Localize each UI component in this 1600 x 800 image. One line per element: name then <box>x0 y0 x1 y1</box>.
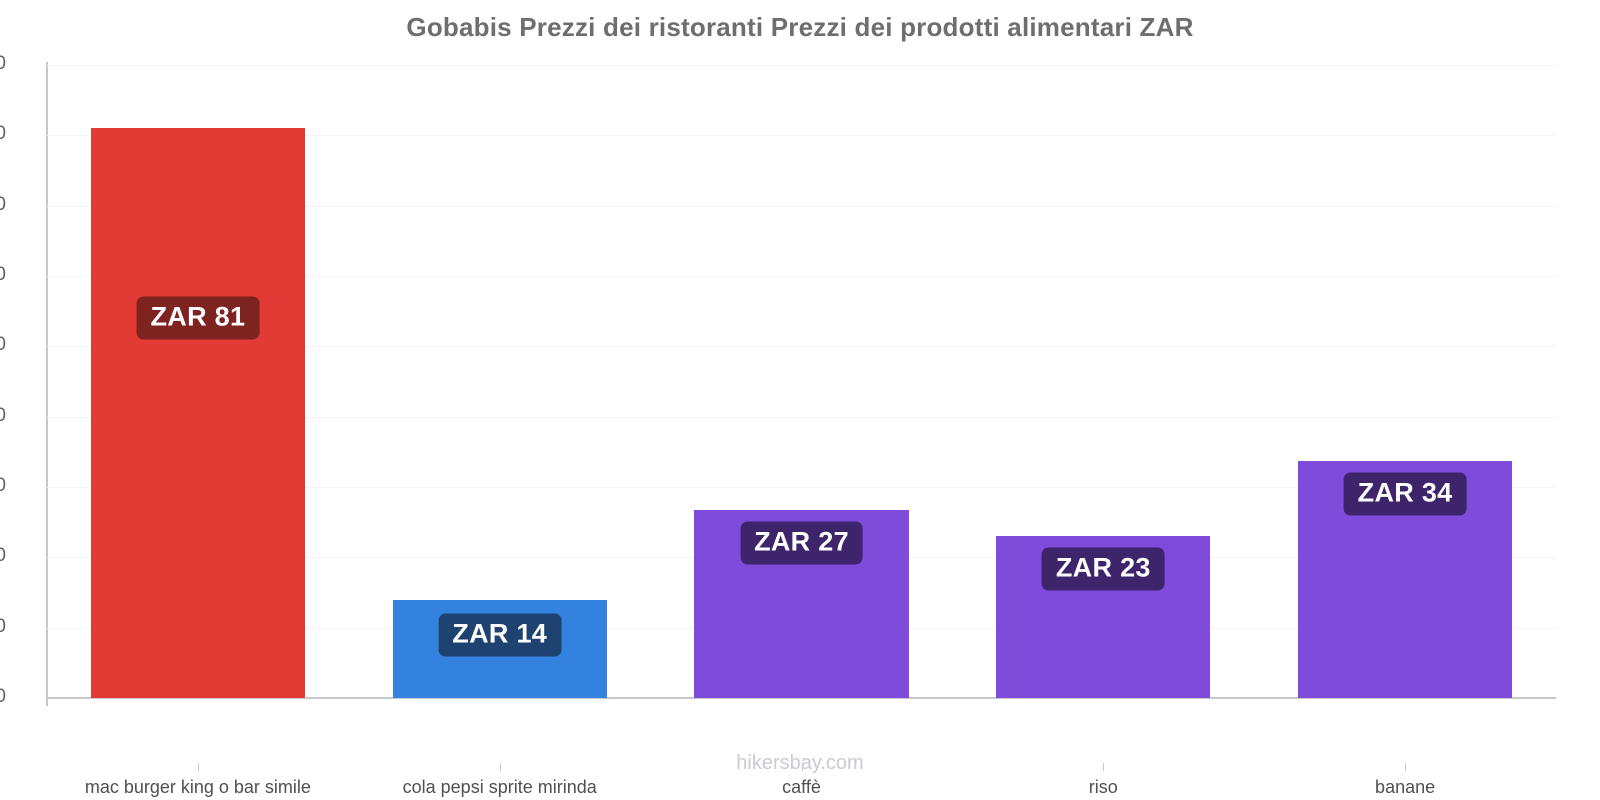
gridline-30 <box>47 487 1556 488</box>
page-title: Gobabis Prezzi dei ristoranti Prezzi dei… <box>406 12 1194 42</box>
gridline-70 <box>47 205 1556 207</box>
x-axis-tick-mark <box>197 763 199 771</box>
x-axis-tick-mark <box>1103 763 1105 771</box>
y-axis-tick-value: 50 <box>0 334 6 356</box>
y-axis-tick-value: 40 <box>0 404 6 426</box>
x-axis-category-label: cola pepsi sprite mirinda <box>402 777 597 797</box>
x-axis-category-label: banane <box>1375 777 1436 797</box>
x-axis-tick-mark <box>801 763 803 771</box>
x-axis-tick-mark <box>1405 763 1407 771</box>
plot-area: 0 10 20 30 40 50 60 70 80 90 ZAR 81 mac burger king… <box>0 53 1556 797</box>
bar-value-label: ZAR 23 <box>1041 547 1165 591</box>
y-axis-tick-value: 70 <box>0 193 6 215</box>
y-axis-line <box>46 62 48 706</box>
y-axis-tick-value: 0 <box>0 686 6 707</box>
bar-value-label: ZAR 81 <box>136 296 260 340</box>
x-axis-category-label: mac burger king o bar simile <box>84 777 311 797</box>
gridline-0 <box>47 697 1556 699</box>
x-axis-tick-mark <box>499 763 501 771</box>
x-axis-category-label: riso <box>1088 777 1118 797</box>
source-watermark: hikersbay.com <box>736 752 864 774</box>
bar-value-label: ZAR 27 <box>740 521 863 565</box>
gridline-80 <box>47 135 1556 137</box>
gridline-50 <box>47 346 1556 348</box>
bar-value-label: ZAR 14 <box>438 613 562 657</box>
bar-value-label: ZAR 34 <box>1343 472 1467 516</box>
y-axis-tick-value: 10 <box>0 615 6 637</box>
gridline-60 <box>47 276 1556 277</box>
bar[interactable] <box>90 128 306 698</box>
gridline-90 <box>47 65 1556 66</box>
y-axis-tick-value: 80 <box>0 123 6 145</box>
gridline-40 <box>47 416 1556 418</box>
y-axis-tick-value: 30 <box>0 475 6 496</box>
y-axis-tick-value: 20 <box>0 545 6 567</box>
x-axis-category-label: caffè <box>782 777 821 797</box>
y-axis-tick-value: 60 <box>0 264 6 285</box>
y-axis-tick-value: 90 <box>0 53 6 74</box>
